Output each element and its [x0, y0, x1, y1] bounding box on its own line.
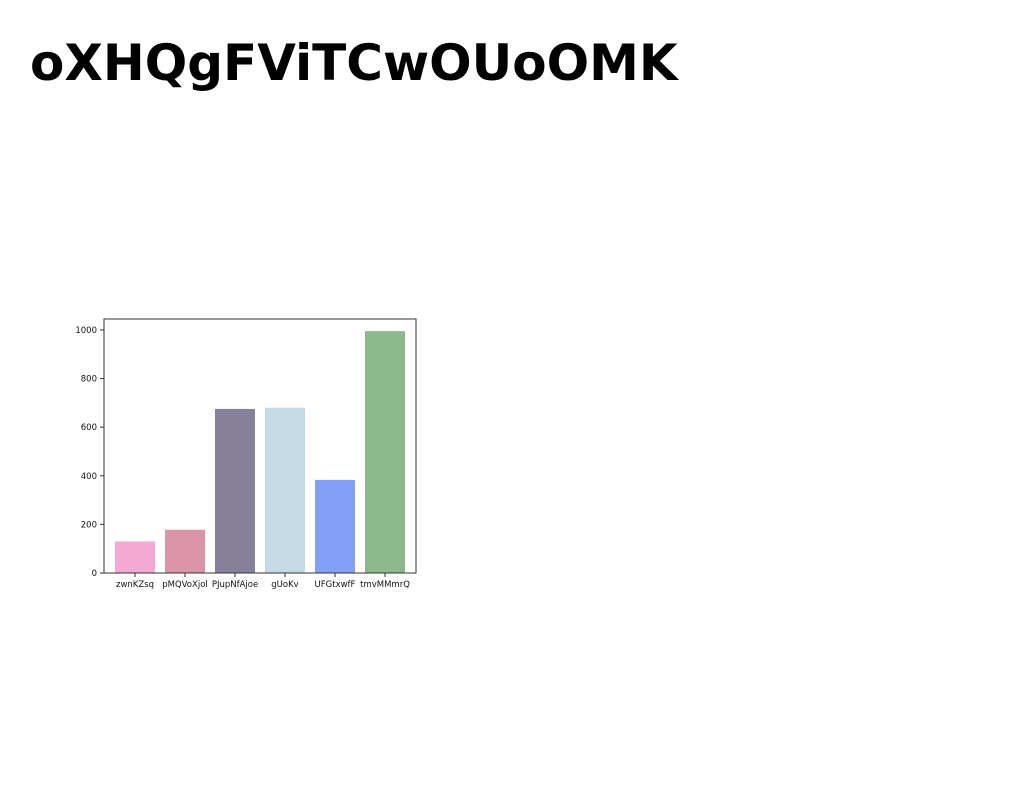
x-tick-label: tmvMMmrQ [360, 580, 410, 590]
chart-bars [115, 331, 405, 573]
y-tick-label: 600 [81, 423, 97, 433]
bar-UFGtxwfF [315, 479, 355, 573]
x-tick-label: UFGtxwfF [315, 580, 356, 590]
bar-pMQVoXjol [165, 529, 205, 573]
x-tick-label: gUoKv [271, 580, 298, 590]
bar-chart: 0 200 400 600 800 1000 zwnKZsq pMQVoXjol PJupNf… [60, 305, 430, 600]
bar-zwnKZsq [115, 541, 155, 573]
y-tick-label: 400 [81, 472, 97, 482]
y-tick-label: 0 [92, 569, 97, 579]
x-axis: zwnKZsq pMQVoXjol PJupNfAjoe gUoKv UFGtxwfF t… [116, 573, 410, 590]
y-axis: 0 200 400 600 800 1000 [75, 326, 104, 579]
y-tick-label: 1000 [75, 326, 97, 336]
bar-PJupNfAjoe [215, 408, 255, 573]
bar-gUoKv [265, 407, 305, 573]
bar-tmvMMmrQ [365, 331, 405, 573]
x-tick-label: pMQVoXjol [162, 580, 208, 590]
y-tick-label: 800 [81, 375, 97, 385]
y-tick-label: 200 [81, 520, 97, 530]
x-tick-label: PJupNfAjoe [212, 580, 258, 590]
x-tick-label: zwnKZsq [116, 580, 154, 590]
plot-frame [103, 318, 417, 574]
chart-canvas: 0 200 400 600 800 1000 zwnKZsq pMQVoXjol PJupNf… [75, 318, 417, 590]
page-title: oXHQgFViTCwOUoOMK [30, 34, 678, 92]
